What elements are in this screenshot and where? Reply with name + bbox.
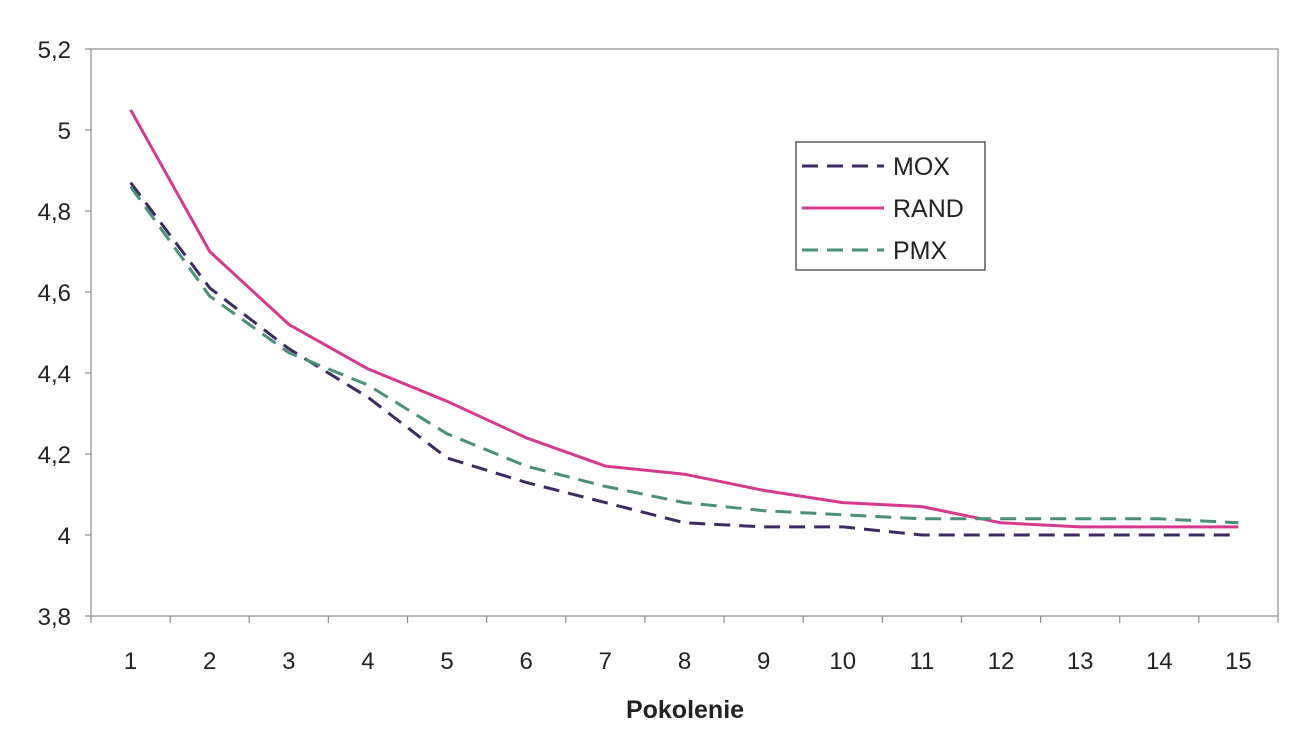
x-tick-label: 1 [124, 648, 137, 675]
x-tick-label: 10 [829, 648, 856, 675]
x-tick-label: 3 [282, 648, 295, 675]
y-axis: 3,8 4 4,2 4,4 4,6 4,8 5 5,2 [38, 37, 91, 631]
legend-label-rand: RAND [893, 195, 964, 223]
x-tick-label: 15 [1225, 648, 1252, 675]
y-tick-label: 4,6 [38, 280, 71, 307]
x-tick-label: 2 [203, 648, 216, 675]
x-tick-label: 8 [678, 648, 691, 675]
y-tick-label: 5,2 [38, 37, 71, 64]
legend-label-pmx: PMX [893, 237, 948, 265]
y-tick-label: 4 [58, 523, 71, 550]
y-tick-label: 5 [58, 118, 71, 145]
x-tick-label: 4 [361, 648, 374, 675]
x-tick-label: 7 [599, 648, 612, 675]
legend-label-mox: MOX [893, 153, 950, 181]
series-lines [129, 109, 1239, 537]
x-tick-label: 5 [440, 648, 453, 675]
plot-area [90, 48, 1279, 617]
x-tick-label: 6 [520, 648, 533, 675]
y-tick-label: 3,8 [38, 604, 71, 631]
series-line-rand [129, 109, 1239, 529]
x-tick-label: 14 [1146, 648, 1173, 675]
y-tick-label: 4,4 [38, 361, 71, 388]
series-line-pmx [129, 185, 1239, 525]
x-tick-label: 13 [1067, 648, 1094, 675]
x-axis: 1 2 3 4 5 6 7 8 9 10 11 12 13 14 15 [90, 616, 1279, 675]
x-tick-label: 11 [909, 648, 934, 675]
x-tick-label: 9 [757, 648, 770, 675]
y-tick-label: 4,8 [38, 199, 71, 226]
x-axis-title: Pokolenie [626, 696, 744, 724]
y-tick-label: 4,2 [38, 442, 71, 469]
legend: MOX RAND PMX [795, 141, 986, 271]
x-tick-label: 12 [988, 648, 1015, 675]
